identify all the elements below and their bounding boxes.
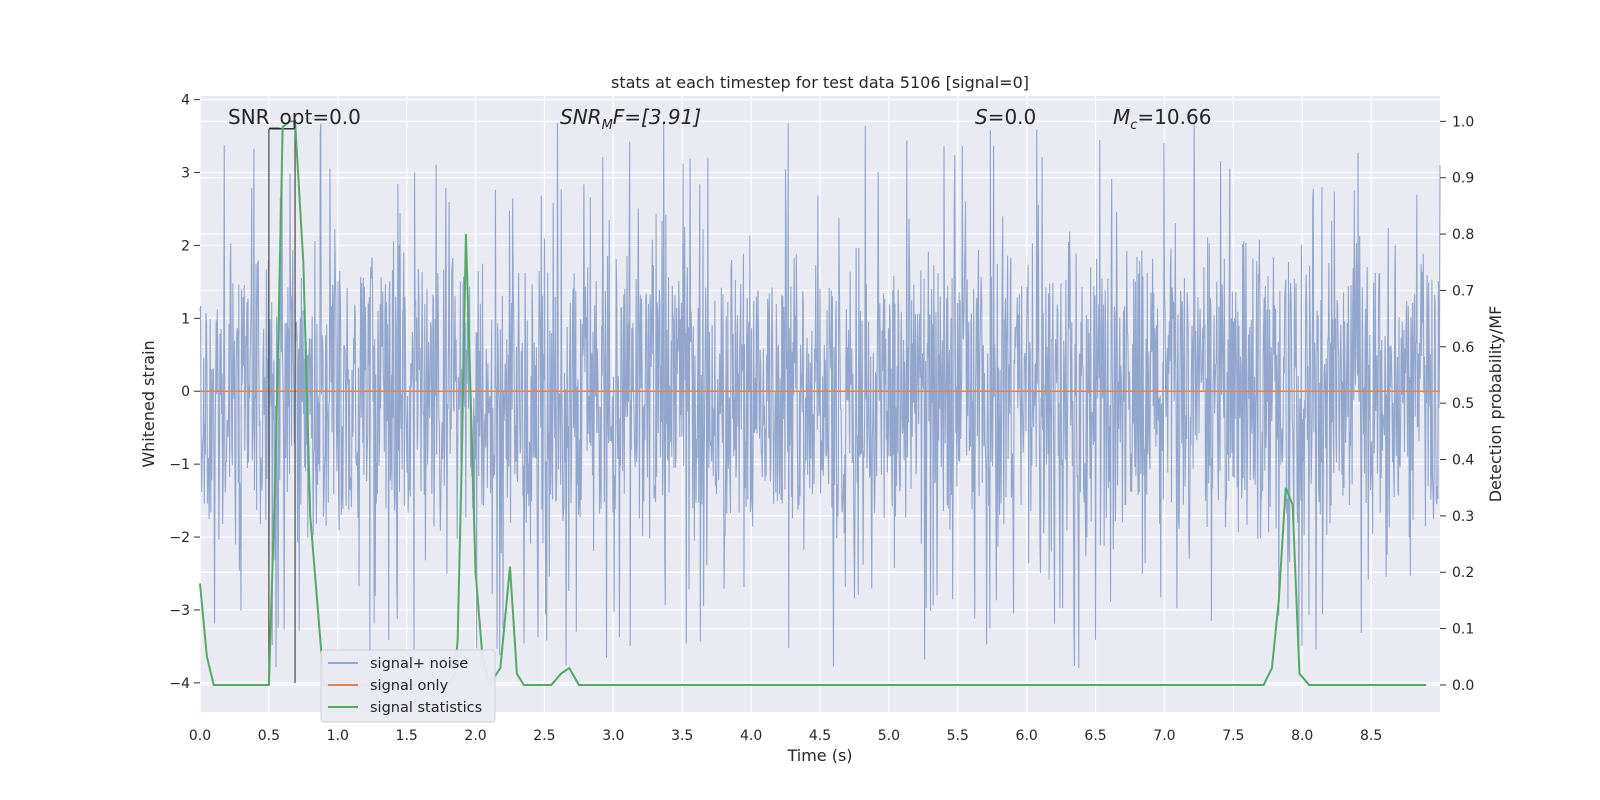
annotation-snr-opt: SNR_opt=0.0 — [228, 105, 361, 129]
chart-title: stats at each timestep for test data 510… — [611, 73, 1029, 92]
y-left-tick-label: 4 — [181, 93, 190, 109]
y-left-tick-label: −2 — [169, 530, 190, 546]
series-signal-noise — [199, 121, 1441, 669]
x-tick-label: 4.5 — [809, 728, 831, 744]
noise-trace — [199, 121, 1441, 669]
x-tick-label: 6.0 — [1016, 728, 1038, 744]
y-axis-left-ticks: 4 3 2 1 0 −1 −2 −3 −4 — [169, 93, 200, 692]
legend-box — [320, 649, 496, 723]
x-tick-label: 8.0 — [1291, 728, 1313, 744]
y-left-tick-label: −4 — [169, 676, 190, 692]
y-right-tick-label: 0.2 — [1452, 565, 1474, 581]
x-tick-label: 0.5 — [258, 728, 280, 744]
x-tick-label: 5.5 — [947, 728, 969, 744]
x-tick-label: 6.5 — [1084, 728, 1106, 744]
y-left-tick-label: 1 — [181, 311, 190, 327]
x-tick-label: 8.5 — [1360, 728, 1382, 744]
y-axis-left-label: Whitened strain — [139, 340, 158, 467]
y-right-tick-label: 0.7 — [1452, 283, 1474, 299]
y-left-tick-label: 2 — [181, 238, 190, 254]
x-tick-label: 2.0 — [464, 728, 486, 744]
legend-label-noise: signal+ noise — [370, 656, 468, 672]
legend-label-stats: signal statistics — [370, 700, 482, 716]
x-tick-label: 7.5 — [1222, 728, 1244, 744]
x-tick-label: 1.5 — [396, 728, 418, 744]
x-tick-label: 5.0 — [878, 728, 900, 744]
y-left-tick-label: −1 — [169, 457, 190, 473]
legend: signal+ noise signal only signal statist… — [320, 649, 496, 723]
y-axis-right-label: Detection probability/MF — [1486, 306, 1505, 503]
x-tick-label: 3.5 — [671, 728, 693, 744]
x-tick-label: 2.5 — [533, 728, 555, 744]
annotation-mc: Mc=10.66 — [1113, 105, 1211, 133]
x-tick-label: 7.0 — [1153, 728, 1175, 744]
legend-label-signal: signal only — [370, 678, 449, 694]
x-tick-label: 1.0 — [327, 728, 349, 744]
annotation-snr-mf: SNRMF=[3.91] — [560, 105, 701, 133]
y-right-tick-label: 0.9 — [1452, 171, 1474, 187]
annotation-s: S=0.0 — [975, 105, 1036, 129]
x-tick-label: 4.0 — [740, 728, 762, 744]
y-axis-right-ticks: 1.0 0.9 0.8 0.7 0.6 0.5 0.4 0.3 0.2 0.1 0.0 — [1440, 114, 1474, 694]
x-axis-ticks: 0.0 0.5 1.0 1.5 2.0 2.5 3.0 3.5 4.0 4.5 5.0 5.5 6.0 6… — [189, 728, 1382, 744]
y-left-tick-label: 3 — [181, 166, 190, 182]
y-right-tick-label: 0.6 — [1452, 340, 1474, 356]
x-tick-label: 0.0 — [189, 728, 211, 744]
y-right-tick-label: 0.1 — [1452, 622, 1474, 638]
y-left-tick-label: −3 — [169, 603, 190, 619]
y-right-tick-label: 0.5 — [1452, 396, 1474, 412]
y-right-tick-label: 0.8 — [1452, 227, 1474, 243]
y-right-tick-label: 0.4 — [1452, 453, 1474, 469]
x-axis-label: Time (s) — [786, 746, 852, 765]
y-right-tick-label: 0.0 — [1452, 678, 1474, 694]
y-right-tick-label: 0.3 — [1452, 509, 1474, 525]
y-right-tick-label: 1.0 — [1452, 114, 1474, 130]
x-tick-label: 3.0 — [602, 728, 624, 744]
y-left-tick-label: 0 — [181, 384, 190, 400]
